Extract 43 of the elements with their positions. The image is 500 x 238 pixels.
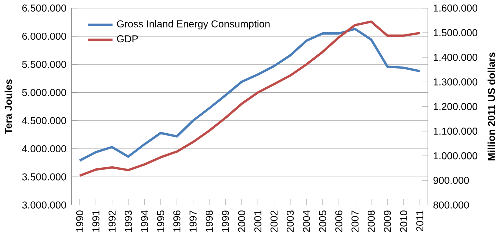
x-tick-label: 1990 (76, 210, 84, 232)
y2-tick-label: 1.200.000 (434, 104, 478, 111)
x-tick-label: 1998 (206, 211, 214, 232)
x-tick-label: 2011 (416, 211, 424, 232)
x-tick-label: 2006 (336, 211, 343, 232)
y-tick-label: 3.500.000 (22, 174, 66, 181)
x-tick-label: 1993 (124, 211, 132, 232)
x-tick-label: 2001 (254, 211, 262, 232)
x-tick-label: 1999 (222, 211, 230, 232)
y2-tick-label: 800.000 (434, 202, 470, 210)
y2-tick-label: 900.000 (434, 177, 470, 184)
y-tick-label: 5.000.000 (22, 89, 66, 97)
y2-tick-label: 1.400.000 (434, 54, 478, 62)
x-tick-label: 2005 (319, 211, 326, 232)
legend-label: Gross Inland Energy Consumption (117, 20, 270, 30)
x-tick-label: 2004 (303, 210, 310, 232)
x-tick-label: 2010 (400, 210, 408, 232)
x-tick-label: 1994 (141, 210, 148, 232)
x-tick-label: 1995 (157, 211, 164, 232)
y2-tick-label: 1.000.000 (434, 152, 478, 160)
legend-label: GDP (117, 36, 138, 43)
x-tick-label: 2000 (238, 210, 246, 232)
x-tick-label: 2009 (384, 211, 392, 232)
x-tick-label: 1991 (92, 211, 100, 232)
y2-axis-title: Million 2011 US dollars (488, 52, 496, 161)
y-tick-label: 5.500.000 (22, 61, 66, 68)
x-tick-label: 2007 (352, 211, 359, 232)
y-axis-title: Tera Joules (4, 80, 12, 135)
y2-tick-label: 1.600.000 (434, 5, 478, 12)
x-tick-label: 1992 (108, 211, 116, 232)
x-tick-label: 2008 (368, 211, 376, 232)
y-tick-label: 3.000.000 (22, 202, 66, 210)
y-tick-label: 4.000.000 (22, 146, 66, 153)
x-tick-label: 2003 (286, 211, 294, 232)
x-tick-label: 2002 (270, 211, 278, 232)
y2-tick-label: 1.500.000 (434, 30, 478, 37)
x-tick-label: 1996 (174, 211, 181, 232)
y2-tick-label: 1.300.000 (434, 78, 478, 86)
y2-tick-label: 1.100.000 (434, 128, 478, 136)
y-tick-label: 6.000.000 (22, 33, 66, 40)
x-tick-label: 1997 (190, 211, 197, 232)
y-tick-label: 4.500.000 (22, 118, 66, 125)
y-tick-label: 6.500.000 (22, 5, 66, 12)
